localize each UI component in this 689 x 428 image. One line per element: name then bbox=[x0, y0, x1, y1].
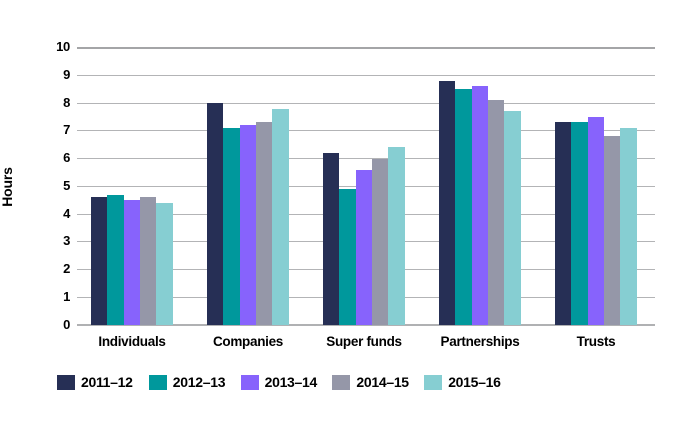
legend-label-2011-12: 2011–12 bbox=[81, 374, 133, 390]
legend-item-2012-13: 2012–13 bbox=[148, 374, 226, 390]
legend-label-2015-16: 2015–16 bbox=[448, 374, 501, 390]
bar-super-funds-2012-13 bbox=[339, 189, 356, 325]
category-label-trusts: Trusts bbox=[576, 334, 616, 349]
legend-item-2011-12: 2011–12 bbox=[57, 374, 133, 390]
bar-trusts-2015-16 bbox=[620, 127, 637, 325]
category-label-individuals: Individuals bbox=[98, 334, 166, 349]
x-axis-category-labels: Individuals Companies Super funds Partnersh… bbox=[0, 334, 689, 354]
bar-companies-2015-16 bbox=[272, 108, 289, 325]
legend-swatch-2015-16 bbox=[424, 374, 443, 390]
legend: 2011–12 2012–13 2013–14 2014–15 2015–16 bbox=[0, 374, 689, 394]
bar-individuals-2014-15 bbox=[139, 197, 157, 325]
y-tick-label-1: 1 bbox=[63, 288, 70, 304]
category-label-companies: Companies bbox=[212, 334, 284, 349]
y-tick-label-5: 5 bbox=[63, 177, 70, 193]
legend-item-2014-15: 2014–15 bbox=[332, 374, 409, 390]
category-label-partnerships: Partnerships bbox=[440, 334, 520, 349]
y-tick-label-2: 2 bbox=[63, 261, 70, 276]
gridline-6 bbox=[77, 158, 655, 159]
y-tick-label-10: 10 bbox=[56, 39, 70, 54]
bar-trusts-2012-13 bbox=[571, 122, 588, 325]
bar-individuals-2013-14 bbox=[123, 200, 140, 325]
legend-label-2013-14: 2013–14 bbox=[264, 374, 318, 390]
x-axis-baseline bbox=[77, 324, 655, 326]
legend-swatch-2014-15 bbox=[332, 374, 351, 390]
y-tick-label-6: 6 bbox=[63, 150, 70, 165]
bar-companies-2011-12 bbox=[207, 103, 224, 325]
y-tick-label-8: 8 bbox=[63, 94, 70, 110]
bar-super-funds-2011-12 bbox=[323, 152, 340, 325]
bar-super-funds-2013-14 bbox=[355, 169, 372, 325]
y-axis-title: Hours bbox=[0, 167, 15, 207]
y-tick-label-0: 0 bbox=[63, 316, 70, 332]
bar-individuals-2012-13 bbox=[107, 194, 124, 325]
category-label-super-funds: Super funds bbox=[326, 334, 402, 349]
gridline-7 bbox=[77, 130, 655, 132]
bar-partnerships-2011-12 bbox=[439, 80, 456, 325]
bar-trusts-2014-15 bbox=[603, 136, 621, 325]
bar-individuals-2015-16 bbox=[156, 202, 173, 325]
bar-companies-2014-15 bbox=[255, 122, 273, 325]
gridline-10 bbox=[77, 47, 655, 49]
bar-partnerships-2015-16 bbox=[504, 111, 521, 325]
y-axis-tick-labels: 0 1 2 3 4 5 6 7 8 9 10 bbox=[40, 39, 70, 332]
y-tick-label-3: 3 bbox=[63, 233, 70, 249]
y-tick-label-9: 9 bbox=[63, 66, 70, 82]
bar-partnerships-2014-15 bbox=[487, 100, 505, 325]
bar-individuals-2011-12 bbox=[91, 197, 108, 325]
bar-companies-2012-13 bbox=[223, 127, 240, 325]
legend-swatch-2011-12 bbox=[57, 374, 75, 390]
plot-area bbox=[77, 47, 655, 326]
legend-item-2015-16: 2015–16 bbox=[424, 374, 501, 390]
bar-trusts-2013-14 bbox=[587, 116, 604, 325]
legend-item-2013-14: 2013–14 bbox=[240, 374, 318, 390]
legend-label-2012-13: 2012–13 bbox=[172, 374, 226, 390]
gridline-9 bbox=[77, 74, 655, 76]
legend-label-2014-15: 2014–15 bbox=[356, 374, 409, 390]
legend-swatch-2012-13 bbox=[148, 374, 167, 390]
legend-swatch-2013-14 bbox=[240, 374, 259, 390]
bar-super-funds-2014-15 bbox=[371, 158, 389, 325]
y-tick-label-7: 7 bbox=[63, 122, 70, 138]
bar-super-funds-2015-16 bbox=[388, 147, 405, 325]
bar-partnerships-2013-14 bbox=[471, 86, 488, 325]
y-tick-label-4: 4 bbox=[63, 205, 70, 221]
gridline-8 bbox=[77, 102, 655, 104]
bar-companies-2013-14 bbox=[239, 125, 256, 325]
bar-trusts-2011-12 bbox=[555, 122, 572, 325]
bar-partnerships-2012-13 bbox=[455, 89, 472, 325]
